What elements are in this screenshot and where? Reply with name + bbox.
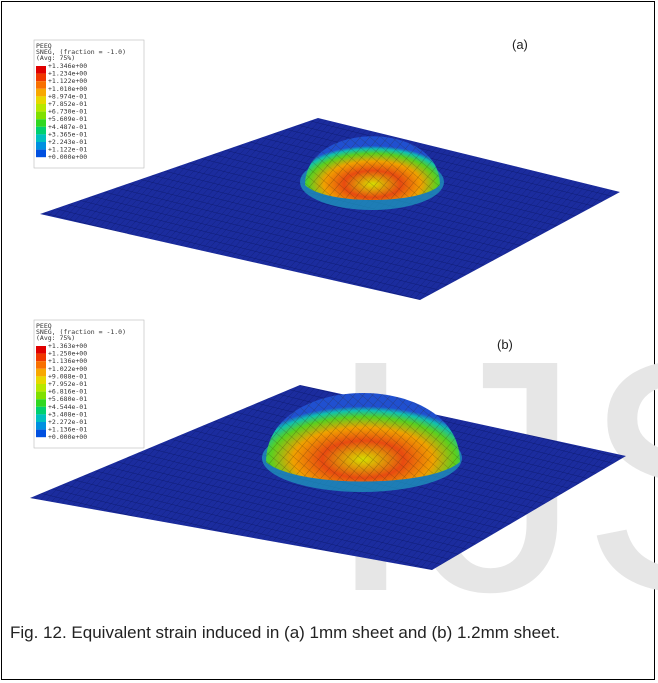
legend-avg: (Avg: 75%) (36, 54, 75, 62)
legend-swatch (36, 361, 46, 369)
legend-swatch (36, 134, 46, 142)
legend-swatch (36, 399, 46, 407)
legend-swatch (36, 66, 46, 74)
panel-label: (b) (497, 337, 513, 352)
legend-swatch (36, 346, 46, 354)
legend-swatch (36, 81, 46, 89)
legend-swatch (36, 392, 46, 400)
legend-swatch (36, 104, 46, 112)
legend-value: +0.000e+00 (48, 153, 87, 161)
page: IJS (a) (b) PEEQSNEG, (fraction = -1.0)(… (0, 0, 658, 683)
legend-swatch (36, 142, 46, 150)
legend-swatch (36, 369, 46, 377)
legend-swatch (36, 414, 46, 422)
legend-value: +0.000e+00 (48, 433, 87, 441)
legend-swatch (36, 422, 46, 430)
legend-swatch (36, 150, 46, 158)
legend-avg: (Avg: 75%) (36, 334, 75, 342)
panel-label: (a) (512, 37, 528, 52)
legend-swatch (36, 89, 46, 97)
caption: Fig. 12. Equivalent strain induced in (a… (10, 622, 636, 643)
legend-swatch (36, 74, 46, 82)
legend-swatch (36, 430, 46, 438)
legend-swatch (36, 376, 46, 384)
figure: IJS (a) (b) PEEQSNEG, (fraction = -1.0)(… (0, 0, 658, 683)
legend-swatch (36, 119, 46, 127)
legend-swatch (36, 354, 46, 362)
legend-swatch (36, 96, 46, 104)
legend-swatch (36, 407, 46, 415)
legend-swatch (36, 127, 46, 135)
legend-swatch (36, 112, 46, 120)
legend-swatch (36, 384, 46, 392)
